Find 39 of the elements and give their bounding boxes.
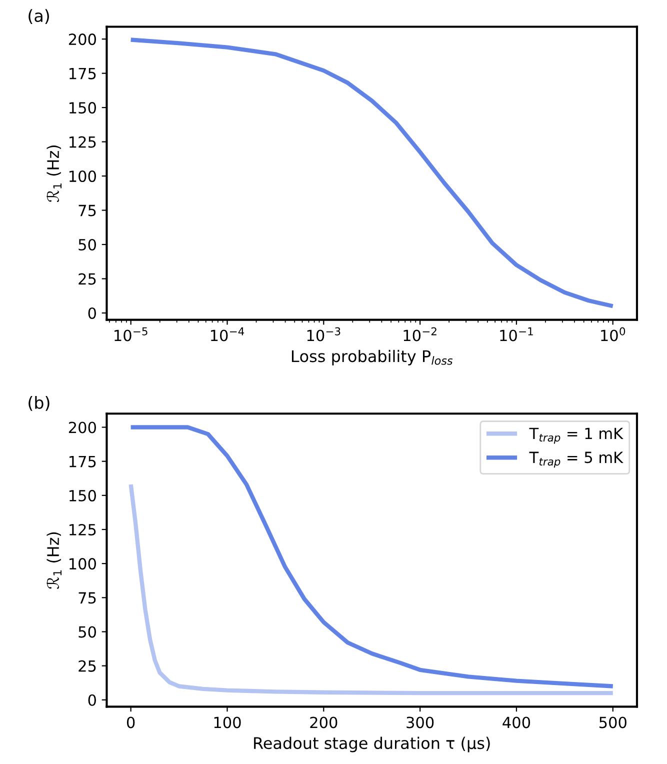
x-tick-label: 200 (310, 716, 338, 728)
y-tick-label: 175 (70, 456, 96, 468)
x-tick-label: 100 (214, 716, 241, 728)
y-tick-label: 25 (78, 660, 96, 672)
y-tick-label: 75 (78, 592, 96, 604)
y-tick-label: 175 (70, 68, 96, 80)
x-tick-label: 10$^{−4}$ (210, 327, 244, 342)
y-tick-label: 100 (70, 558, 96, 570)
x-tick-label: 10$^{−5}$ (114, 327, 148, 342)
line-series (128, 482, 615, 696)
y-axis-title: ℛ$_{1}$ (Hz) (46, 532, 62, 589)
x-tick-label: 10$^{−1}$ (500, 327, 533, 342)
y-tick-label: 200 (68, 34, 96, 46)
y-tick-label: 50 (78, 626, 96, 638)
y-tick-label: 150 (70, 490, 96, 502)
y-tick-label: 125 (70, 136, 96, 148)
y-tick-label: 100 (70, 170, 96, 182)
y-tick-label: 50 (78, 238, 96, 251)
y-tick-label: 150 (70, 102, 96, 114)
y-tick-label: 125 (70, 524, 96, 536)
x-tick-label: 300 (406, 716, 434, 728)
y-tick-label: 25 (78, 273, 96, 285)
x-tick-label: 400 (502, 716, 530, 728)
legend-label: T$_{trap}$ = 1 mK (529, 428, 624, 444)
x-tick-label: 10$^{0}$ (601, 327, 626, 342)
y-tick-label: 200 (68, 422, 96, 434)
text: (b) (28, 396, 50, 411)
x-tick-label: 10$^{−3}$ (307, 327, 340, 342)
text: (a) (28, 9, 49, 24)
y-tick-label: 75 (78, 204, 96, 216)
x-axis-title: Loss probability P$_{loss}$ (292, 350, 453, 366)
x-tick-label: 10$^{−2}$ (404, 327, 436, 342)
x-tick-label: 0 (126, 716, 135, 728)
y-tick-label: 0 (88, 694, 96, 706)
x-axis-title: Readout stage duration τ (μs) (254, 736, 490, 752)
y-axis-title: ℛ$_{1}$ (Hz) (46, 146, 62, 202)
x-tick-label: 500 (599, 716, 626, 728)
y-tick-label: 0 (88, 307, 96, 319)
legend-label: T$_{trap}$ = 5 mK (529, 452, 624, 468)
